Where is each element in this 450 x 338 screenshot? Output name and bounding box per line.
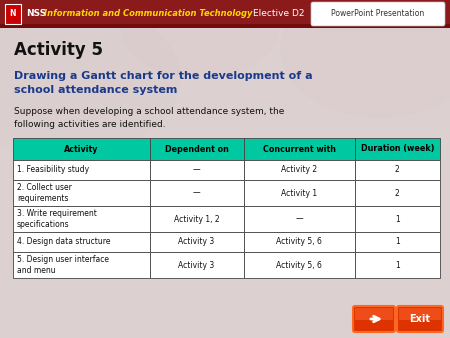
FancyBboxPatch shape bbox=[353, 306, 395, 332]
Bar bbox=[150, 206, 243, 232]
Text: 1: 1 bbox=[395, 261, 400, 269]
Text: Activity 5: Activity 5 bbox=[14, 41, 103, 59]
Bar bbox=[13, 232, 150, 252]
Bar bbox=[150, 138, 243, 160]
Text: Activity 2: Activity 2 bbox=[281, 166, 317, 174]
Text: NSS: NSS bbox=[26, 9, 46, 19]
Bar bbox=[150, 180, 243, 206]
Bar bbox=[243, 252, 355, 278]
Bar bbox=[0, 0, 450, 28]
Bar bbox=[243, 138, 355, 160]
Bar bbox=[355, 232, 440, 252]
Text: —: — bbox=[295, 215, 303, 223]
Bar bbox=[150, 232, 243, 252]
Bar bbox=[13, 138, 150, 160]
Text: 5. Design user interface
and menu: 5. Design user interface and menu bbox=[17, 255, 109, 275]
Text: Suppose when developing a school attendance system, the
following activities are: Suppose when developing a school attenda… bbox=[14, 107, 284, 129]
Text: Activity 3: Activity 3 bbox=[179, 238, 215, 246]
Text: —: — bbox=[193, 166, 200, 174]
FancyBboxPatch shape bbox=[355, 308, 393, 320]
Bar bbox=[150, 160, 243, 180]
Text: 1. Feasibility study: 1. Feasibility study bbox=[17, 166, 89, 174]
Text: Exit: Exit bbox=[410, 314, 431, 324]
Bar bbox=[355, 160, 440, 180]
Bar bbox=[243, 180, 355, 206]
FancyBboxPatch shape bbox=[397, 306, 443, 332]
Text: —: — bbox=[193, 189, 200, 197]
Text: Activity 1: Activity 1 bbox=[281, 189, 317, 197]
FancyBboxPatch shape bbox=[399, 308, 441, 320]
Text: Activity 1, 2: Activity 1, 2 bbox=[174, 215, 220, 223]
FancyBboxPatch shape bbox=[311, 2, 445, 26]
Bar bbox=[243, 232, 355, 252]
Bar bbox=[13, 160, 150, 180]
Bar bbox=[355, 252, 440, 278]
Text: Activity 3: Activity 3 bbox=[179, 261, 215, 269]
Text: Activity 5, 6: Activity 5, 6 bbox=[276, 261, 322, 269]
Text: 4. Design data structure: 4. Design data structure bbox=[17, 238, 111, 246]
Text: Activity 5, 6: Activity 5, 6 bbox=[276, 238, 322, 246]
Text: Information and Communication Technology: Information and Communication Technology bbox=[44, 9, 252, 19]
Text: 2: 2 bbox=[395, 166, 400, 174]
Bar bbox=[355, 206, 440, 232]
Bar bbox=[243, 206, 355, 232]
Bar bbox=[13, 252, 150, 278]
Text: N: N bbox=[10, 9, 16, 19]
Text: PowerPoint Presentation: PowerPoint Presentation bbox=[331, 9, 425, 19]
Text: 2: 2 bbox=[395, 189, 400, 197]
Bar bbox=[150, 252, 243, 278]
Bar bbox=[243, 160, 355, 180]
Bar bbox=[355, 138, 440, 160]
Text: Drawing a Gantt chart for the development of a
school attendance system: Drawing a Gantt chart for the developmen… bbox=[14, 71, 313, 95]
Text: Duration (week): Duration (week) bbox=[360, 145, 434, 153]
Bar bbox=[13, 180, 150, 206]
Text: Elective D2: Elective D2 bbox=[253, 9, 305, 19]
Text: Dependent on: Dependent on bbox=[165, 145, 229, 153]
Bar bbox=[5, 4, 21, 24]
Bar bbox=[355, 180, 440, 206]
Text: 1: 1 bbox=[395, 215, 400, 223]
Text: 2. Collect user
requirements: 2. Collect user requirements bbox=[17, 183, 72, 203]
Text: 1: 1 bbox=[395, 238, 400, 246]
Text: Concurrent with: Concurrent with bbox=[263, 145, 336, 153]
Bar bbox=[0, 24, 450, 28]
Bar bbox=[13, 206, 150, 232]
Text: 3. Write requirement
specifications: 3. Write requirement specifications bbox=[17, 209, 97, 229]
Text: Activity: Activity bbox=[64, 145, 99, 153]
